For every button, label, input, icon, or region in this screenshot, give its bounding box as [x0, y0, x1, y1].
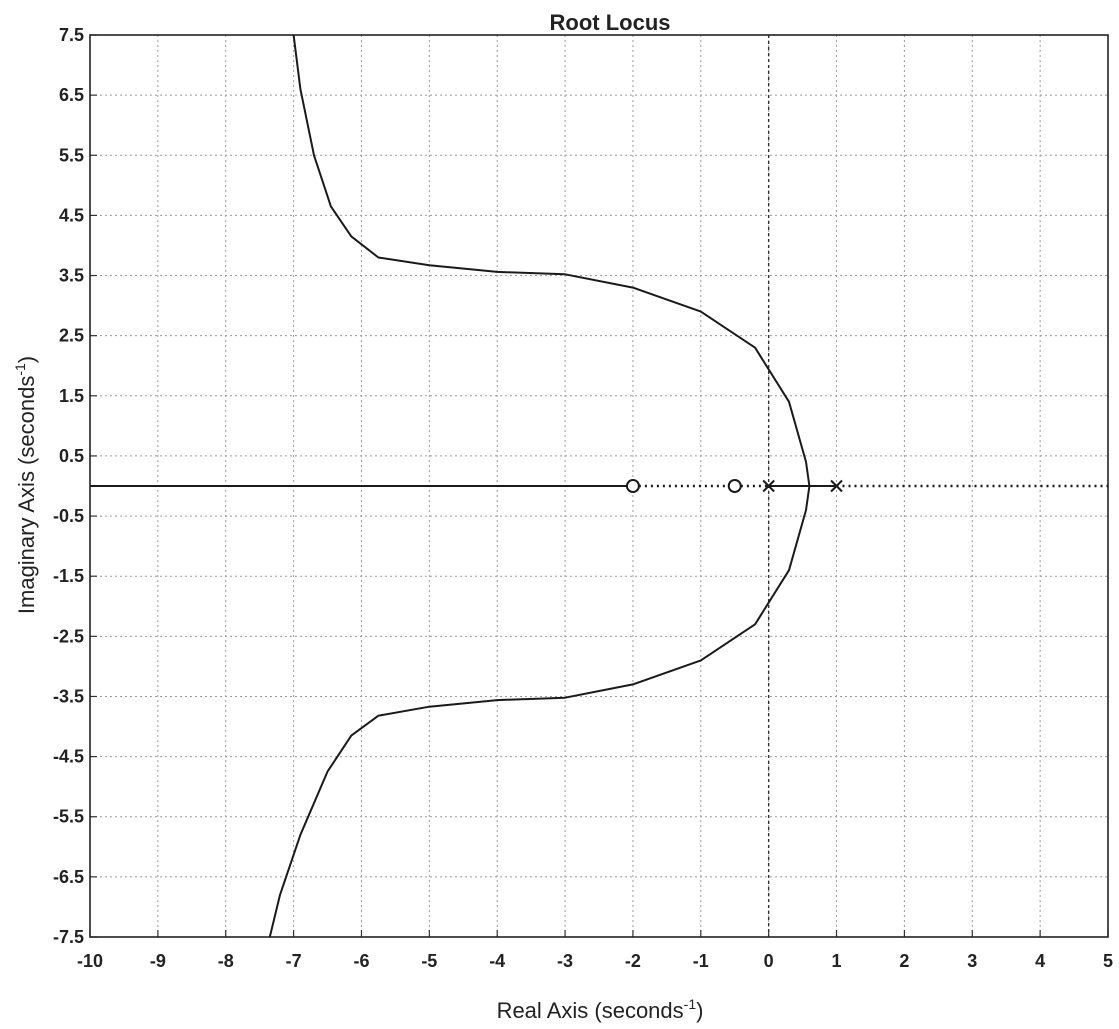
- y-tick-label: -7.5: [53, 927, 84, 947]
- x-tick-label: -7: [286, 951, 302, 971]
- x-tick-label: 2: [899, 951, 909, 971]
- locus-branch-2: [268, 485, 811, 938]
- y-axis-label-text: Imaginary Axis (seconds: [14, 376, 39, 614]
- locus-branches: [90, 34, 1108, 938]
- y-tick-label: -4.5: [53, 747, 84, 767]
- pole-marker-stroke: [762, 479, 775, 493]
- y-tick-label: 2.5: [59, 326, 84, 346]
- zero-marker: [727, 479, 742, 493]
- y-tick-label: 6.5: [59, 85, 84, 105]
- y-tick-label: -6.5: [53, 867, 84, 887]
- pole-marker-stroke: [830, 479, 843, 493]
- x-tick-label: -4: [489, 951, 505, 971]
- y-tick-label: -0.5: [53, 506, 84, 526]
- x-tick-label: 5: [1103, 951, 1113, 971]
- y-axis-label: Imaginary Axis (seconds-1): [12, 356, 39, 614]
- x-axis-label-text: Real Axis (seconds: [497, 998, 684, 1023]
- x-axis-label: Real Axis (seconds-1): [497, 996, 704, 1023]
- x-tick-label: -10: [77, 951, 103, 971]
- x-axis-label-close: ): [696, 998, 703, 1023]
- x-tick-label: 4: [1035, 951, 1045, 971]
- x-tick-label: -2: [625, 951, 641, 971]
- locus-branch-1: [292, 34, 811, 487]
- y-tick-label: 5.5: [59, 145, 84, 165]
- y-tick-label: 0.5: [59, 446, 84, 466]
- y-axis-label-close: ): [14, 356, 39, 363]
- x-tick-label: -6: [353, 951, 369, 971]
- x-tick-label: -3: [557, 951, 573, 971]
- y-tick-label: -2.5: [53, 626, 84, 646]
- y-tick-label: -3.5: [53, 686, 84, 706]
- pole-marker: [830, 479, 843, 493]
- x-tick-label: -1: [693, 951, 709, 971]
- y-tick-label: 3.5: [59, 266, 84, 286]
- x-tick-label: -9: [150, 951, 166, 971]
- x-tick-label: 0: [764, 951, 774, 971]
- tick-labels: -10 -9 -8 -7 -6 -5 -4 -3 -2 -1 0 1 2 3 4 57.56.55.54.53…: [53, 25, 1113, 971]
- y-tick-label: 4.5: [59, 205, 84, 225]
- chart-title: Root Locus: [550, 10, 671, 35]
- y-tick-label: 7.5: [59, 25, 84, 45]
- zero-marker: [625, 479, 640, 493]
- y-tick-label: 1.5: [59, 386, 84, 406]
- x-tick-label: 1: [832, 951, 842, 971]
- x-tick-label: 3: [967, 951, 977, 971]
- x-axis-label-sup: -1: [684, 996, 697, 1012]
- y-tick-label: -5.5: [53, 807, 84, 827]
- x-tick-label: -8: [218, 951, 234, 971]
- pole-zero-markers: [625, 479, 843, 493]
- y-tick-label: -1.5: [53, 566, 84, 586]
- x-tick-label: -5: [421, 951, 437, 971]
- pole-marker: [762, 479, 775, 493]
- y-axis-label-sup: -1: [12, 363, 28, 376]
